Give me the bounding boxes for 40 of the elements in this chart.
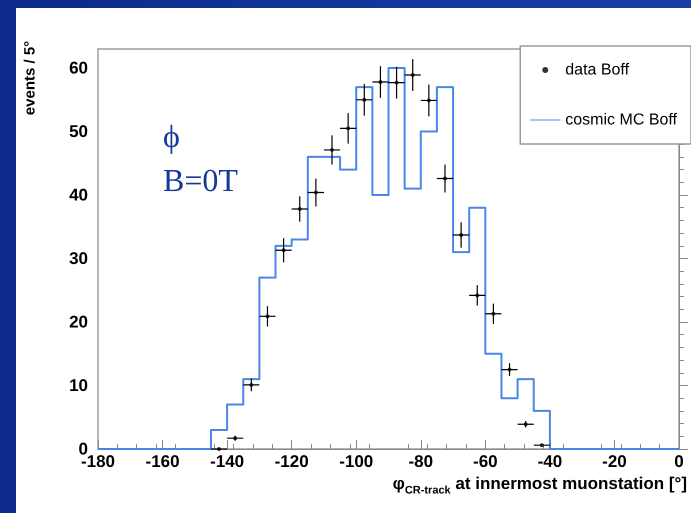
y-tick-label: 20 [69, 312, 88, 332]
point [314, 190, 318, 194]
point [459, 233, 464, 238]
x-tick-label: 0 [674, 452, 684, 471]
legend-label: cosmic MC Boff [565, 112, 678, 128]
point [282, 248, 286, 252]
x-tick-label: -20 [602, 452, 627, 471]
point [475, 293, 480, 298]
x-axis-title: φ$_{CR-track}$ at innermost muonstation [°] [392, 474, 687, 496]
point [217, 447, 222, 451]
x-tick-label: -160 [146, 452, 180, 471]
y-tick-label: 10 [69, 376, 88, 396]
y-axis-title: events / 5° [22, 40, 38, 116]
point [508, 368, 512, 372]
x-tick-label: -80 [408, 452, 434, 471]
y-tick-label: 60 [69, 58, 88, 78]
x-tick-label: -40 [538, 452, 562, 471]
point [394, 80, 399, 85]
point [330, 148, 334, 152]
x-tick-label: -60 [473, 452, 498, 471]
point [249, 382, 254, 387]
point [410, 73, 415, 78]
point [346, 126, 350, 130]
annotation: B=0T [163, 162, 238, 198]
point [540, 443, 544, 448]
x-tick-label: -100 [339, 452, 374, 471]
y-tick-label: 40 [69, 186, 88, 205]
point [491, 312, 496, 316]
annotation: ϕ [163, 118, 180, 154]
legend-label: data Boff [565, 62, 630, 78]
point [378, 80, 382, 84]
point [362, 98, 366, 102]
x-tick-label: -140 [210, 452, 244, 471]
x-tick-label: -120 [274, 452, 309, 471]
point [442, 176, 447, 181]
y-tick-label: 30 [69, 249, 88, 268]
point [298, 207, 302, 211]
point [426, 98, 431, 102]
point [265, 314, 270, 318]
y-tick-label: 50 [69, 122, 88, 142]
